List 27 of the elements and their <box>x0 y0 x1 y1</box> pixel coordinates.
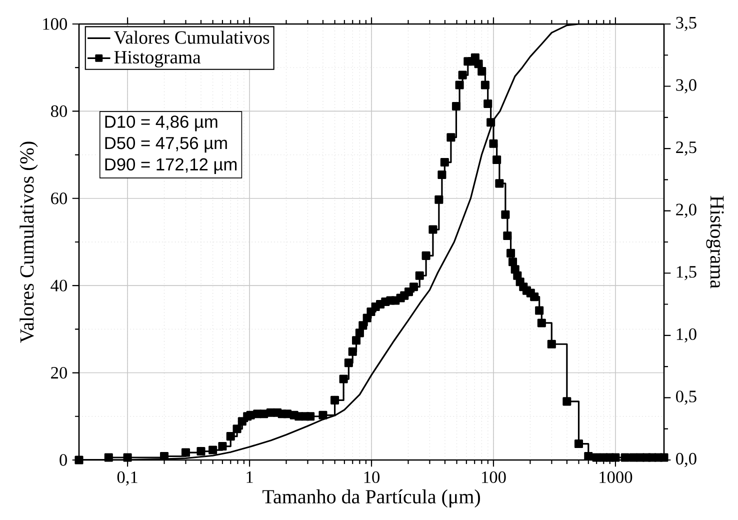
y-tick-label: 20 <box>51 366 67 379</box>
x-tick-label: 1 <box>246 471 253 483</box>
y2-tick-label: 0,5 <box>676 390 696 405</box>
y2-tick-label: 2,5 <box>676 141 696 156</box>
y2-tick-label: 2,0 <box>676 204 696 218</box>
x-tick-label: 10 <box>364 471 380 484</box>
y2-tick-label: 3,0 <box>676 79 696 94</box>
y2-tick-label: 1,0 <box>676 328 696 343</box>
x-tick-label: 1000 <box>600 471 632 484</box>
y-axis-title: Valores Cumulativos (%) <box>20 142 38 343</box>
y-tick-label: 100 <box>43 18 67 30</box>
annotation: D50 = 47,56 µm <box>105 136 227 153</box>
y2-tick-label: 3,5 <box>676 16 696 32</box>
annotation: D90 = 172,12 µm <box>105 158 237 174</box>
legend-label: Valores Cumulativos <box>114 30 270 44</box>
y2-tick-label: 0,0 <box>676 452 696 468</box>
y-tick-label: 40 <box>50 280 67 292</box>
y-tick-label: 0 <box>60 454 67 466</box>
legend-label: Histograma <box>114 50 201 68</box>
annotation: D10 = 4,86 µm <box>105 116 218 132</box>
y2-axis-title: Histograma <box>706 196 724 288</box>
y-tick-label: 80 <box>50 105 67 118</box>
y2-tick-label: 1,5 <box>676 266 696 280</box>
x-tick-label: 0,1 <box>117 471 138 486</box>
x-axis-title: Tamanho da Partícula (μm) <box>262 489 480 508</box>
y-tick-label: 60 <box>51 192 67 204</box>
x-tick-label: 100 <box>482 471 506 484</box>
